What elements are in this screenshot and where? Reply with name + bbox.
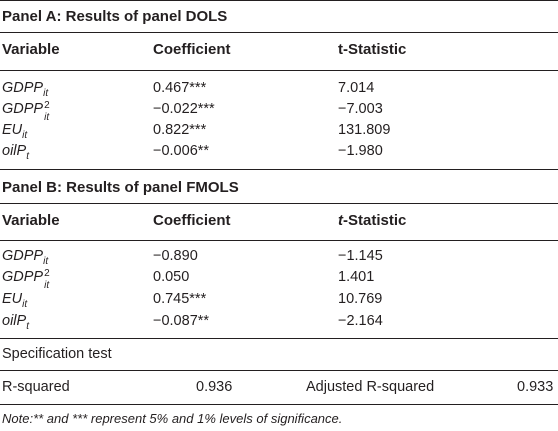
variable-subscript: t (26, 151, 29, 162)
variable-name: GDPP (2, 248, 44, 264)
tstat-cell: −2.164 (338, 313, 383, 329)
variable-name: EU (2, 122, 23, 138)
panel-a-bottom-rule (0, 169, 558, 170)
tstat-cell: 1.401 (338, 269, 375, 285)
variable-name: GDPP (2, 101, 44, 117)
spec-rule (0, 370, 558, 371)
tstat-header: t-Statistic (338, 41, 407, 58)
tstat-cell: 7.014 (338, 80, 375, 96)
coefficient-cell: 0.050 (153, 269, 190, 285)
variable-name: GDPP (2, 269, 44, 285)
panel-b-bottom-rule (0, 338, 558, 339)
panel-a-title-rule (0, 32, 558, 33)
tstat-cell: 131.809 (338, 122, 391, 138)
variable-header: Variable (2, 41, 60, 58)
panel-a-title: Panel A: Results of panel DOLS (2, 8, 228, 25)
tstat-header: t-Statistic (338, 212, 407, 229)
variable-name: EU (2, 291, 23, 307)
variable-name: GDPP (2, 80, 44, 96)
bottom-rule (0, 404, 558, 405)
variable-subscript: it (43, 88, 49, 99)
panel-b-header-rule (0, 240, 558, 241)
tstat-cell: −1.145 (338, 248, 383, 264)
variable-subscript: it (44, 112, 50, 123)
top-rule (0, 0, 558, 1)
r-squared-value: 0.936 (196, 379, 233, 395)
r-squared-label: R-squared (2, 379, 70, 395)
panel-a-header-rule (0, 70, 558, 71)
panel-b-title: Panel B: Results of panel FMOLS (2, 179, 239, 196)
adjusted-r-squared-label: Adjusted R-squared (306, 379, 435, 395)
coefficient-cell: −0.006** (153, 143, 210, 159)
tstat-cell: −7.003 (338, 101, 383, 117)
adjusted-r-squared-value: 0.933 (517, 379, 554, 395)
variable-subscript: t (26, 321, 29, 332)
variable-subscript: it (22, 130, 28, 141)
coefficient-header: Coefficient (153, 41, 231, 58)
variable-name: oilP (2, 313, 27, 329)
variable-subscript: it (43, 256, 49, 267)
table-note: Note:** and *** represent 5% and 1% leve… (2, 411, 343, 426)
variable-superscript: 2 (44, 100, 50, 111)
panel-b-title-rule (0, 203, 558, 204)
variable-subscript: it (22, 299, 28, 310)
coefficient-header: Coefficient (153, 212, 231, 229)
coefficient-cell: −0.022*** (153, 101, 215, 117)
coefficient-cell: 0.822*** (153, 122, 207, 138)
coefficient-cell: 0.745*** (153, 291, 207, 307)
variable-superscript: 2 (44, 268, 50, 279)
tstat-cell: −1.980 (338, 143, 383, 159)
variable-name: oilP (2, 143, 27, 159)
variable-header: Variable (2, 212, 60, 229)
tstat-cell: 10.769 (338, 291, 383, 307)
coefficient-cell: −0.087** (153, 313, 210, 329)
coefficient-cell: −0.890 (153, 248, 198, 264)
coefficient-cell: 0.467*** (153, 80, 207, 96)
variable-subscript: it (44, 280, 50, 291)
spec-label: Specification test (2, 346, 112, 362)
